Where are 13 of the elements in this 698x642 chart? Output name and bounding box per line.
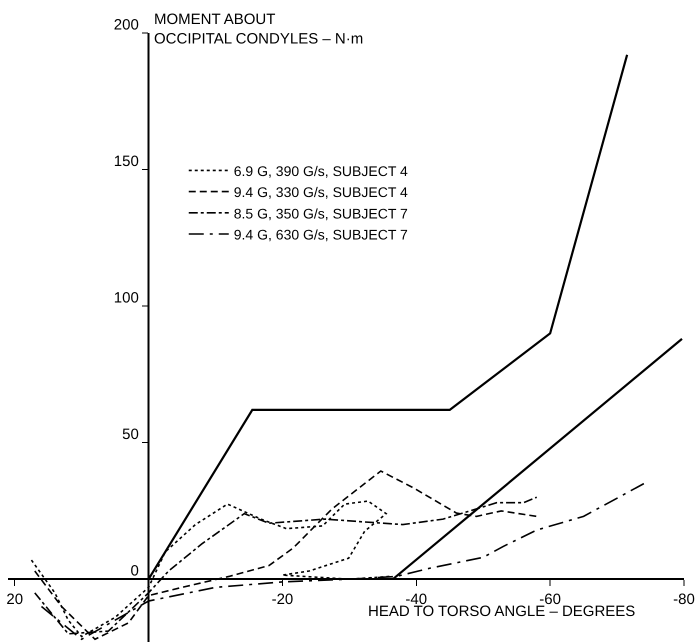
y-tick-label: 50 bbox=[122, 426, 139, 443]
y-tick-label: 100 bbox=[114, 289, 139, 306]
y-axis-title: MOMENT ABOUT OCCIPITAL CONDYLES – N·m bbox=[154, 11, 364, 48]
x-tick-label: -80 bbox=[673, 590, 695, 608]
legend-label: 9.4 G, 630 G/s, SUBJECT 7 bbox=[234, 226, 408, 242]
x-tick-label: 20 bbox=[6, 590, 24, 608]
y-tick-label: 150 bbox=[114, 152, 139, 170]
legend-label: 6.9 G, 390 G/s, SUBJECT 4 bbox=[234, 162, 408, 179]
y-tick-label: 200 bbox=[114, 16, 139, 34]
legend-label: 8.5 G, 350 G/s, SUBJECT 7 bbox=[234, 205, 408, 222]
x-tick-label: -20 bbox=[272, 590, 294, 608]
legend-label: 9.4 G, 330 G/s, SUBJECT 4 bbox=[234, 184, 408, 200]
y-tick-label: 0 bbox=[130, 562, 139, 580]
